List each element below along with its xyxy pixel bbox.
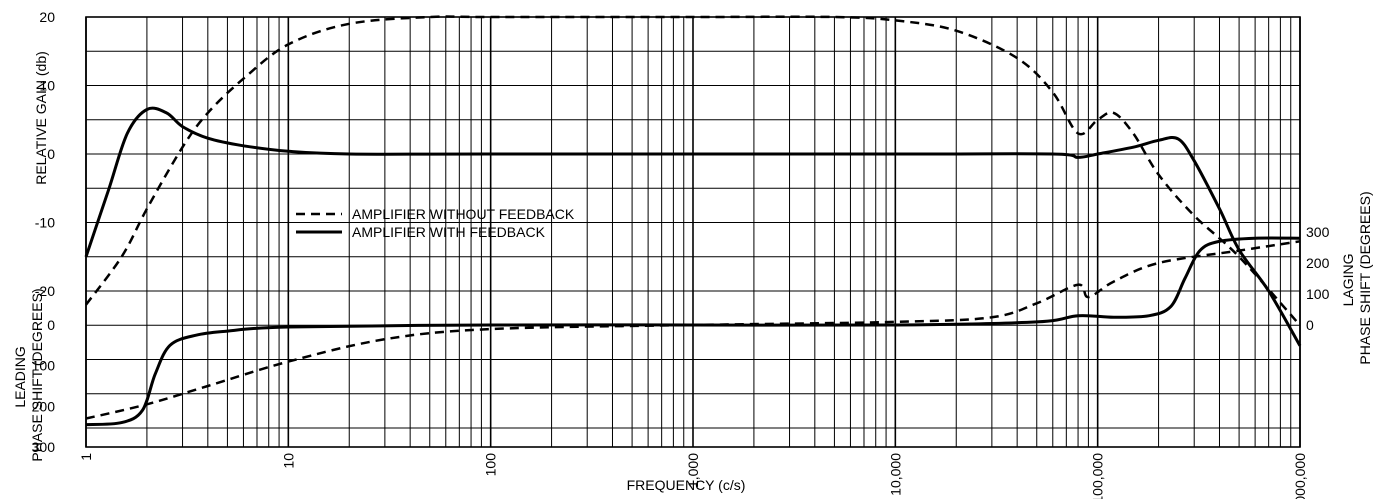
phase-series-with-feedback [85,236,1301,427]
gain-tick-label: 0 [47,146,55,162]
x-tick-label: 1,000,000 [1292,453,1308,499]
x-tick-label: 1,000 [685,453,701,488]
series [84,15,1302,427]
x-axis-label: FREQUENCY (c/s) [627,477,746,493]
legend-label-with-feedback: AMPLIFIER WITH FEEDBACK [352,224,546,240]
x-tick-label: 1 [78,453,94,461]
gain-series-with-feedback [84,106,1302,347]
leading-phase-axis-label: LEADING PHASE SHIFT (DEGREES) [12,288,45,461]
leading-phase-tick-label: 300 [32,439,56,455]
x-tick-label: 10 [280,453,296,469]
gain-tick-label: -10 [35,215,55,231]
grid [85,16,1301,448]
lagging-phase-tick-label: 100 [1306,286,1330,302]
leading-phase-label-line-2: PHASE SHIFT (DEGREES) [29,288,45,461]
legend-label-without-feedback: AMPLIFIER WITHOUT FEEDBACK [352,206,575,222]
leading-phase-tick-label: 100 [32,358,56,374]
lagging-phase-label-line-1: LAGING [1340,253,1356,306]
lagging-phase-tick-label: 300 [1306,224,1330,240]
lagging-phase-axis-label: LAGING PHASE SHIFT (DEGREES) [1340,191,1373,364]
gain-tick-label: 10 [39,78,55,94]
x-tick-label: 100,000 [1090,453,1106,499]
leading-phase-tick-label: 200 [32,398,56,414]
gain-tick-label: -20 [35,283,55,299]
x-tick-label: 100 [483,453,499,477]
phase-series-without-feedback [85,240,1301,420]
leading-phase-tick-label: 0 [47,317,55,333]
gain-axis-label: RELATIVE GAIN (db) [33,51,49,185]
lagging-phase-label-line-2: PHASE SHIFT (DEGREES) [1357,191,1373,364]
gain-series-without-feedback [84,15,1301,327]
leading-phase-label-line-1: LEADING [12,346,28,407]
lagging-phase-tick-label: 0 [1306,317,1314,333]
x-tick-label: 10,000 [887,453,903,496]
gain-tick-label: 20 [39,9,55,25]
lagging-phase-tick-label: 200 [1306,255,1330,271]
legend: AMPLIFIER WITHOUT FEEDBACK AMPLIFIER WIT… [296,206,575,240]
